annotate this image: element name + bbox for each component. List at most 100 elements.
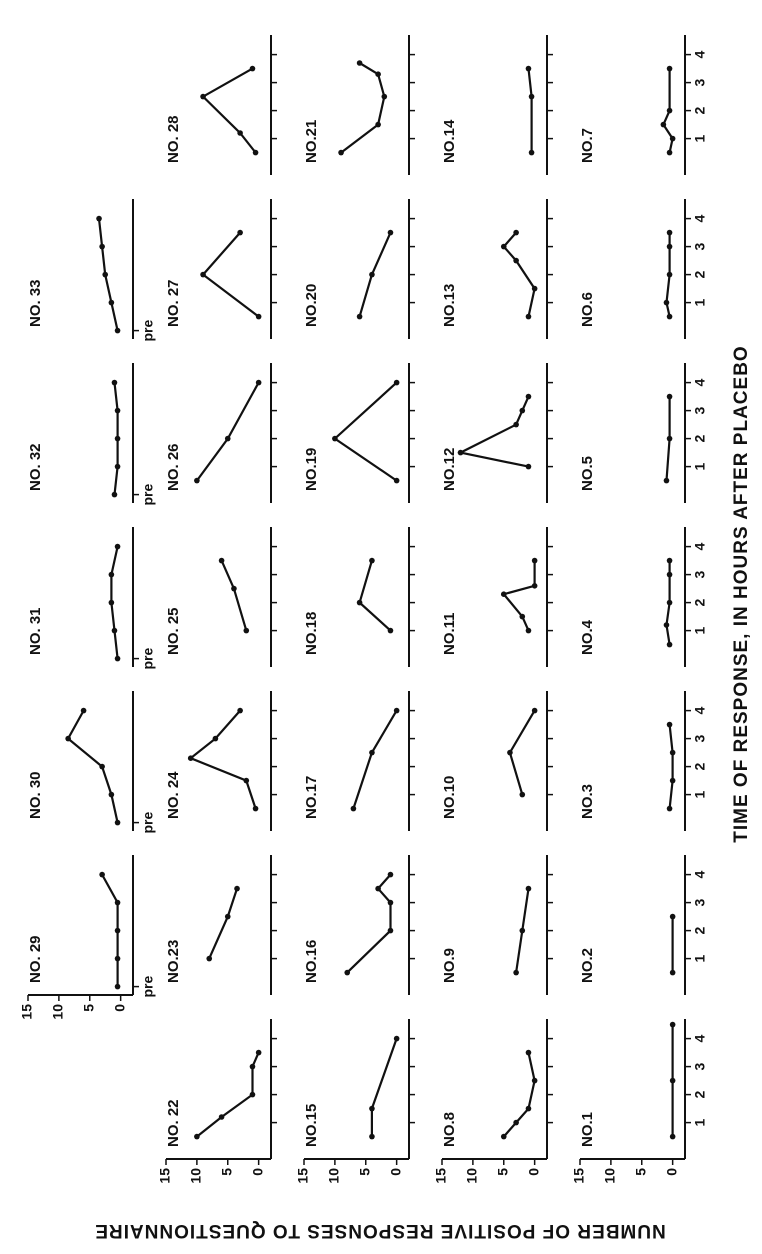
data-point: [99, 243, 105, 250]
panel-label: NO. 22: [165, 1099, 182, 1147]
data-point: [344, 969, 351, 976]
x-tick-label: 2: [692, 926, 708, 934]
data-point: [513, 229, 519, 236]
y-tick-label: 15: [157, 1168, 173, 1184]
data-point: [114, 955, 121, 962]
rotated-figure: TIME OF RESPONSE, IN HOURS AFTER PLACEBO…: [19, 35, 752, 1241]
data-point: [356, 599, 363, 606]
x-tick-label: 2: [692, 270, 708, 278]
panel-label: NO.20: [303, 284, 320, 327]
panel-label: NO.11: [441, 612, 458, 655]
y-tick-label: 15: [295, 1168, 311, 1184]
data-line: [502, 1052, 536, 1138]
data-point: [356, 313, 363, 320]
data-line: [358, 560, 392, 632]
data-point: [663, 299, 670, 306]
data-point: [108, 299, 115, 306]
data-point: [393, 1035, 400, 1042]
panel-label: NO.5: [579, 456, 596, 491]
data-point: [212, 735, 219, 742]
data-point: [387, 627, 394, 634]
data-point: [194, 1133, 200, 1140]
data-point: [666, 571, 673, 578]
data-line: [457, 396, 530, 468]
data-point: [114, 983, 121, 990]
data-point: [531, 582, 538, 589]
data-point: [500, 243, 507, 250]
data-point: [96, 215, 102, 222]
data-line: [196, 382, 260, 482]
panel-label: NO. 32: [27, 443, 44, 491]
data-point: [387, 899, 394, 906]
data-point: [457, 449, 464, 456]
data-point: [114, 819, 121, 826]
x-tick-label: 3: [692, 898, 708, 906]
y-tick-label: 5: [356, 1168, 372, 1176]
x-tick-label: 4: [692, 542, 708, 550]
data-point: [369, 749, 375, 756]
data-point: [387, 229, 394, 236]
data-point: [393, 379, 400, 386]
data-point: [252, 149, 259, 156]
y-tick-label: 0: [525, 1168, 541, 1176]
data-point: [666, 435, 673, 442]
data-point: [99, 871, 105, 878]
x-tick-label: pre: [140, 483, 156, 505]
data-line: [196, 1052, 260, 1138]
panel-label: NO.7: [579, 128, 596, 163]
data-point: [669, 777, 676, 784]
data-point: [111, 379, 118, 386]
y-tick-label: 15: [571, 1168, 587, 1184]
data-point: [500, 1133, 507, 1140]
x-tick-label: 4: [692, 1034, 708, 1042]
data-point: [666, 721, 673, 728]
data-point: [99, 763, 105, 770]
y-tick-label: 10: [326, 1168, 342, 1184]
data-point: [666, 805, 673, 812]
data-point: [249, 1063, 256, 1070]
data-point: [666, 107, 673, 114]
data-point: [663, 477, 670, 484]
x-tick-label: 2: [692, 762, 708, 770]
data-line: [333, 381, 398, 482]
data-point: [669, 1021, 676, 1028]
data-point: [519, 407, 526, 414]
x-tick-label: 4: [692, 214, 708, 222]
panel-label: NO.9: [441, 948, 458, 983]
data-point: [356, 60, 363, 66]
y-tick-label: 10: [602, 1168, 618, 1184]
data-line: [370, 1038, 398, 1137]
data-point: [525, 1049, 532, 1056]
y-tick-label: 0: [663, 1168, 679, 1176]
data-point: [369, 1105, 375, 1112]
x-tick-label: pre: [140, 811, 156, 833]
panel-label: NO.21: [303, 120, 320, 163]
data-point: [375, 885, 381, 892]
data-point: [114, 407, 121, 414]
data-point: [218, 1114, 225, 1120]
panel-label: NO.4: [579, 619, 596, 655]
x-tick-label: 3: [692, 570, 708, 578]
data-point: [531, 557, 538, 564]
data-point: [513, 969, 519, 976]
data-point: [507, 749, 513, 756]
data-point: [65, 735, 71, 742]
data-point: [387, 871, 394, 878]
y-tick-label: 5: [218, 1168, 234, 1176]
data-point: [525, 1105, 532, 1112]
panel-label: NO.13: [441, 284, 458, 327]
data-point: [338, 149, 344, 156]
data-point: [666, 393, 673, 400]
data-point: [237, 707, 243, 714]
data-point: [369, 1133, 375, 1140]
data-point: [525, 627, 532, 634]
data-point: [114, 543, 121, 550]
data-point: [669, 135, 676, 142]
panel-label: NO.17: [303, 776, 320, 819]
x-tick-label: 2: [692, 106, 708, 114]
panel-label: NO. 25: [165, 607, 182, 655]
data-point: [80, 707, 87, 714]
data-point: [194, 477, 200, 484]
